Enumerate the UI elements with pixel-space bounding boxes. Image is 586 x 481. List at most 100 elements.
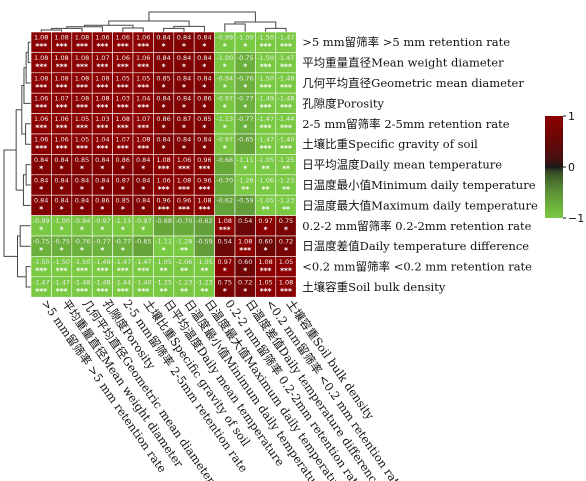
significance-label: **: [282, 164, 290, 173]
cell-value-label: -0.75: [53, 238, 70, 246]
cell-value-label: 0.96: [156, 197, 170, 205]
cell-value-label: -1.25: [155, 278, 172, 286]
significance-label: *: [39, 226, 43, 235]
significance-label: *: [60, 226, 64, 235]
significance-label: ***: [76, 62, 88, 71]
significance-label: ***: [199, 164, 211, 173]
significance-label: *: [80, 164, 84, 173]
cell-value-label: -1.00: [216, 54, 233, 62]
significance-label: *: [223, 42, 227, 51]
significance-label: ***: [117, 83, 129, 92]
cell-value-label: -0.75: [237, 54, 254, 62]
cell-value-label: 0.84: [34, 156, 48, 164]
cell-value-label: 1.07: [116, 136, 130, 144]
cell-value-label: 0.72: [238, 278, 252, 286]
cell-value-label: -0.68: [155, 217, 172, 225]
significance-label: ***: [137, 266, 149, 275]
significance-label: *: [141, 205, 145, 214]
significance-label: *: [182, 42, 186, 51]
significance-label: ***: [280, 287, 292, 296]
significance-label: *: [264, 246, 268, 255]
colorbar: 1 0 −1: [545, 110, 584, 225]
significance-label: *: [39, 164, 43, 173]
significance-label: **: [180, 266, 188, 275]
cell-value-label: -1.47: [53, 278, 70, 286]
dendrogram-branch: [234, 21, 277, 29]
significance-label: ***: [56, 62, 68, 71]
cell-value-label: -0.68: [216, 156, 233, 164]
dendrogram-branch: [15, 109, 24, 191]
cell-value-label: 1.07: [136, 115, 150, 123]
cell-value-label: 0.60: [258, 238, 272, 246]
cell-value-label: -0.65: [237, 136, 254, 144]
cell-value-label: 1.08: [238, 238, 252, 246]
cell-value-label: -1.44: [278, 115, 295, 123]
significance-label: ***: [117, 62, 129, 71]
cell-value-label: -1.23: [176, 278, 193, 286]
significance-label: *: [243, 42, 247, 51]
cell-value-label: 1.03: [95, 115, 109, 123]
significance-label: *: [243, 124, 247, 133]
cell-value-label: 0.84: [54, 156, 68, 164]
cell-value-label: 0.84: [95, 176, 109, 184]
cell-value-label: 1.05: [116, 74, 130, 82]
significance-label: *: [100, 246, 104, 255]
significance-label: *: [223, 103, 227, 112]
cell-value-label: -1.47: [278, 34, 295, 42]
cell-value-label: -1.05: [155, 258, 172, 266]
significance-label: *: [182, 83, 186, 92]
significance-label: *: [39, 185, 43, 194]
cell-value-label: 1.08: [34, 74, 48, 82]
significance-label: ***: [137, 144, 149, 153]
cell-value-label: 1.06: [34, 136, 48, 144]
significance-label: *: [162, 144, 166, 153]
significance-label: ***: [117, 124, 129, 133]
cell-value-label: 1.06: [177, 156, 191, 164]
significance-label: ***: [117, 287, 129, 296]
significance-label: **: [282, 205, 290, 214]
heatmap-cell: [275, 276, 297, 298]
row-label: 2-5 mm留筛率 2-5mm retention rate: [302, 117, 510, 131]
significance-label: **: [262, 185, 270, 194]
significance-label: ***: [280, 42, 292, 51]
cell-value-label: 1.08: [258, 258, 272, 266]
cell-value-label: -1.48: [74, 278, 91, 286]
significance-label: ***: [158, 164, 170, 173]
cell-value-label: 1.06: [54, 136, 68, 144]
significance-label: ***: [260, 42, 272, 51]
cell-value-label: 0.84: [197, 34, 211, 42]
cell-value-label: 1.08: [54, 74, 68, 82]
row-labels: >5 mm留筛率 >5 mm retention rate 平均重量直径Mean …: [302, 35, 538, 294]
cell-value-label: -1.50: [53, 258, 70, 266]
cell-value-label: -1.47: [33, 278, 50, 286]
cell-value-label: 1.05: [258, 278, 272, 286]
dendrogram-branch: [163, 27, 185, 32]
significance-label: *: [141, 185, 145, 194]
significance-label: ***: [35, 62, 47, 71]
cell-value-label: 1.08: [95, 95, 109, 103]
cell-value-label: 0.97: [218, 258, 232, 266]
cell-value-label: -0.94: [216, 74, 233, 82]
cell-value-label: 0.84: [34, 176, 48, 184]
cell-value-label: -0.65: [135, 238, 152, 246]
cell-value-label: -0.62: [216, 197, 233, 205]
cell-value-label: 0.54: [218, 238, 232, 246]
significance-label: **: [200, 266, 208, 275]
cell-value-label: 0.85: [197, 115, 211, 123]
significance-label: *: [121, 185, 125, 194]
significance-label: *: [182, 144, 186, 153]
significance-label: ***: [56, 83, 68, 92]
cell-value-label: 0.84: [136, 176, 150, 184]
cell-value-label: 0.84: [136, 197, 150, 205]
cell-value-label: 1.08: [54, 34, 68, 42]
significance-label: **: [180, 287, 188, 296]
cell-value-label: -1.44: [114, 278, 131, 286]
significance-label: ***: [178, 205, 190, 214]
cell-value-label: 0.84: [197, 54, 211, 62]
dendrogram-branch: [148, 11, 256, 22]
significance-label: *: [223, 62, 227, 71]
cell-value-label: 0.84: [197, 74, 211, 82]
significance-label: *: [202, 144, 206, 153]
significance-label: ***: [137, 83, 149, 92]
significance-label: ***: [117, 42, 129, 51]
